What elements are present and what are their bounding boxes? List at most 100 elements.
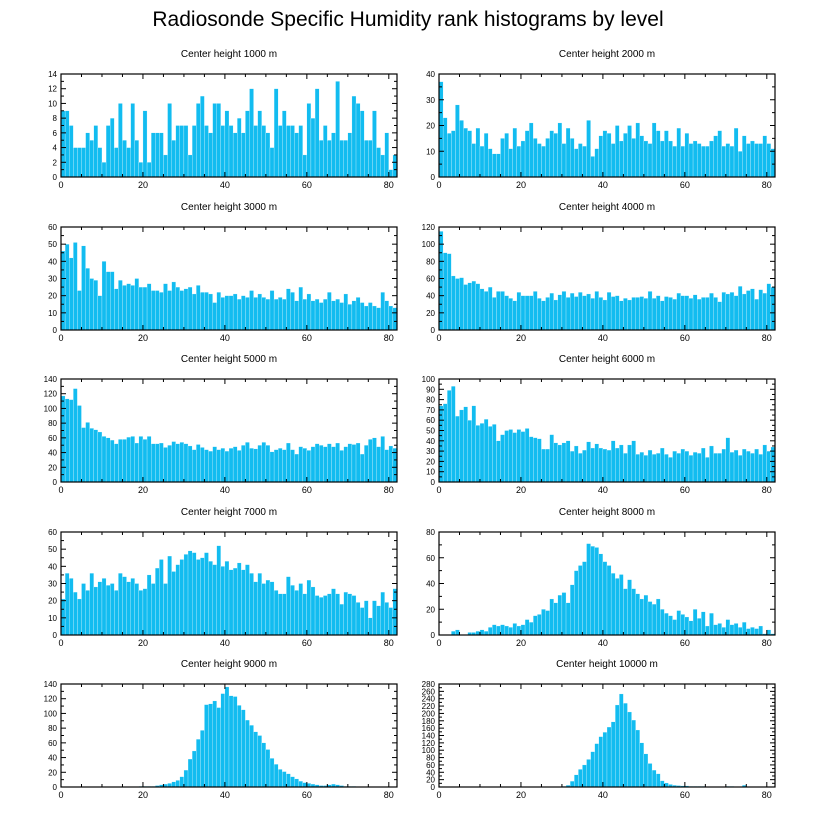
panel-1-bar xyxy=(110,118,115,178)
panel-7-bar xyxy=(134,583,139,636)
panel-6-bar xyxy=(656,453,661,483)
panel-7-bar xyxy=(163,583,168,636)
panel-3-bar xyxy=(191,293,197,331)
panel-5-bar xyxy=(85,422,90,483)
panel-7-bar xyxy=(69,578,74,636)
panel-6-bar xyxy=(680,448,685,483)
panel-9-bar xyxy=(200,730,205,788)
panel-2-title: Center height 2000 m xyxy=(559,49,655,60)
panel-7-bar xyxy=(73,591,78,636)
panel-6-bar xyxy=(631,440,636,483)
panel-4-bar xyxy=(541,300,546,331)
panel-3-bar xyxy=(228,295,234,331)
panel-3-bar xyxy=(73,242,78,331)
panel-1-bar xyxy=(249,88,254,178)
panel-7-bar xyxy=(191,552,197,636)
panel-7-bar xyxy=(314,595,320,636)
panel-6-y-tick-label: 20 xyxy=(426,457,435,466)
panel-5-bar xyxy=(151,443,156,483)
panel-10-bar xyxy=(578,769,583,788)
panel-10-y-tick-label: 100 xyxy=(422,746,436,755)
panel-9-bar xyxy=(220,693,226,788)
panel-4-bar xyxy=(639,296,645,331)
panel-5-y-tick-label: 80 xyxy=(48,419,57,428)
panel-8-bar xyxy=(610,573,616,636)
panel-10-y-tick-label: 280 xyxy=(422,680,436,689)
panel-10-y-tick-label: 40 xyxy=(426,768,435,777)
panel-4-bar xyxy=(524,295,530,331)
panel-7-bar xyxy=(372,600,377,636)
panel-8-bar xyxy=(598,553,604,636)
panel-8-bar xyxy=(623,588,628,636)
panel-7-bar xyxy=(200,557,205,636)
panel-7-title: Center height 7000 m xyxy=(181,507,277,518)
panel-4-x-tick-label: 80 xyxy=(762,333,772,343)
panel-6-bar xyxy=(586,441,591,483)
panel-7-bar xyxy=(245,564,250,636)
panel-2-bar xyxy=(680,145,685,178)
panel-1-bar xyxy=(273,88,279,178)
panel-7-bar xyxy=(306,579,312,636)
panel-4-bar xyxy=(594,291,599,331)
panel-6-bar xyxy=(606,449,612,483)
panel-4-bar xyxy=(459,277,464,331)
panel-9-y-tick-label: 60 xyxy=(48,739,57,748)
panel-1-bar xyxy=(77,147,82,178)
panel-6-bar xyxy=(594,443,599,483)
panel-1-bar xyxy=(146,162,152,178)
panel-4-bar xyxy=(643,298,649,331)
panel-4-bar xyxy=(520,295,526,331)
panel-6-bar xyxy=(488,426,493,483)
panel-10-bar xyxy=(606,726,612,788)
panel-8-bar xyxy=(455,629,460,636)
panel-6-bar xyxy=(615,447,620,483)
panel-3-bar xyxy=(151,290,156,331)
panel-7-bar xyxy=(60,598,66,636)
panel-4-bar xyxy=(496,291,501,331)
panel-6-bar xyxy=(684,450,690,483)
panel-9-y-tick-label: 40 xyxy=(48,754,57,763)
panel-6-y-tick-label: 80 xyxy=(426,396,435,405)
panel-7-bar xyxy=(110,583,115,636)
panel-3-bar xyxy=(269,290,275,331)
panel-8-bar xyxy=(717,623,722,636)
panel-6-y-tick-label: 0 xyxy=(431,478,436,487)
panel-2-bar xyxy=(582,145,587,178)
panel-7-bar xyxy=(130,578,135,636)
panel-2-bar xyxy=(676,127,681,178)
panel-7-y-tick-label: 0 xyxy=(53,631,58,640)
panel-3-bar xyxy=(224,295,230,331)
panel-10-y-tick-label: 20 xyxy=(426,776,435,785)
panel-5-bar xyxy=(81,427,86,483)
panel-3-bar xyxy=(216,292,221,331)
panel-8-bar xyxy=(697,618,702,636)
panel-3-bar xyxy=(155,290,160,331)
panel-6-bar xyxy=(762,444,767,483)
panel-2-bar xyxy=(717,130,722,178)
panel-1-bar xyxy=(81,147,86,178)
panel-1-bar xyxy=(126,147,131,178)
panel-4-bar xyxy=(742,293,747,331)
panel-4-bar xyxy=(680,295,685,331)
panel-4-bar xyxy=(721,292,726,331)
panel-2-bar xyxy=(643,140,649,178)
panel-8-bar xyxy=(594,547,599,636)
panel-5-bar xyxy=(138,436,144,483)
panel-8-x-tick-label: 20 xyxy=(516,638,526,648)
panel-10-y-tick-label: 60 xyxy=(426,761,435,770)
panel-9-x-tick-label: 40 xyxy=(220,790,230,800)
panel-6-bar xyxy=(492,424,497,483)
panel-4-bar xyxy=(656,295,661,331)
panel-4-bar xyxy=(475,283,481,331)
panel-1-bar xyxy=(85,132,90,178)
panel-5-bar xyxy=(306,450,312,483)
panel-1-bar xyxy=(93,125,99,178)
panel-6-bar xyxy=(500,434,505,483)
panel-6-bar xyxy=(750,453,755,483)
panel-8-y-tick-label: 60 xyxy=(426,554,435,563)
panel-5-bar xyxy=(327,443,332,483)
panel-3-bar xyxy=(298,286,303,331)
panel-5-y-tick-label: 140 xyxy=(44,375,58,384)
panel-7-bar xyxy=(89,573,94,636)
panel-7-bar xyxy=(81,583,86,636)
